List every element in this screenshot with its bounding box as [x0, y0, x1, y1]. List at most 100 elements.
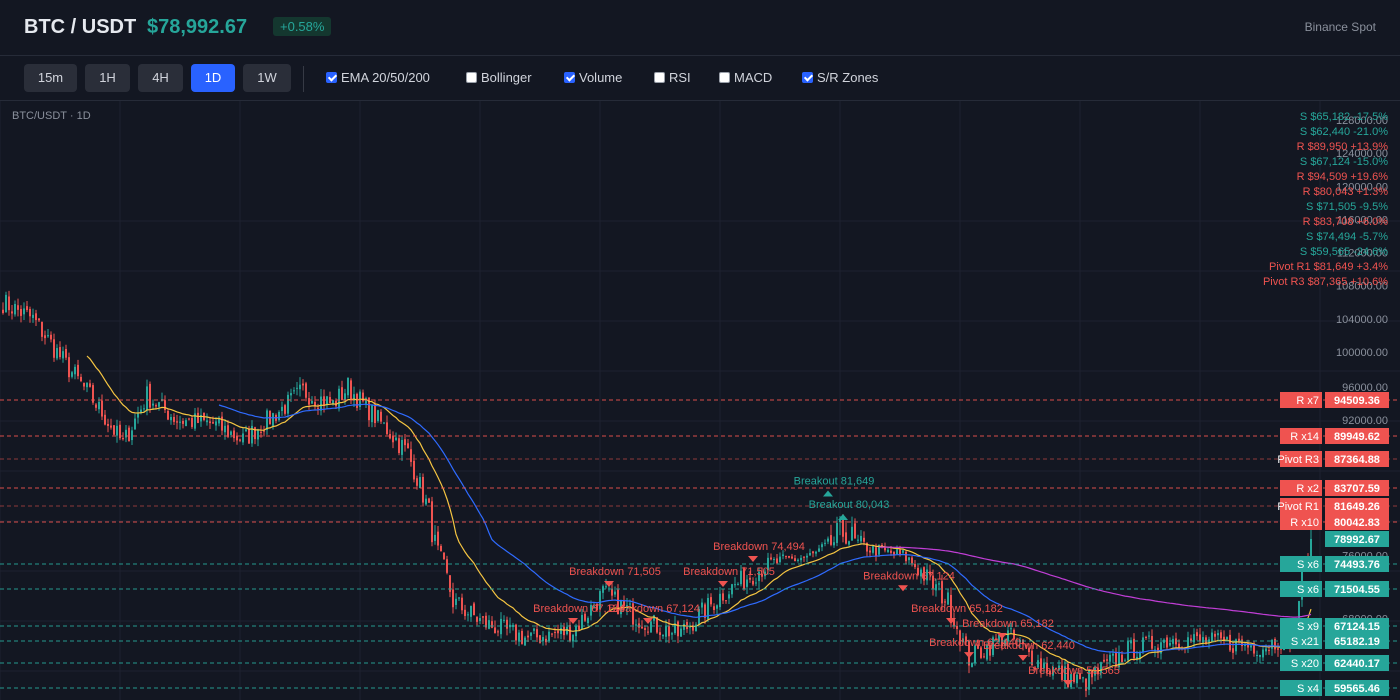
- signal-arrow-icon: [1063, 680, 1073, 687]
- candle-body: [5, 294, 7, 313]
- candle-body: [1139, 652, 1141, 659]
- sr-tag-label: S x4: [1297, 683, 1319, 695]
- candle-body: [1166, 637, 1168, 648]
- candle-body: [1073, 673, 1075, 682]
- candle-body: [35, 313, 37, 321]
- rsi-toggle[interactable]: RSI: [654, 70, 691, 86]
- candle-body: [1253, 643, 1255, 654]
- timeframe-1w-button[interactable]: 1W: [243, 64, 291, 92]
- candle-body: [905, 551, 907, 562]
- candle-body: [74, 366, 76, 375]
- candle-body: [959, 630, 961, 645]
- price-axis-tick-label: 124000.00: [1336, 148, 1388, 160]
- candle-body: [1157, 647, 1159, 653]
- checkbox-checked-icon[interactable]: [802, 72, 813, 83]
- candle-body: [734, 584, 736, 586]
- checkbox-unchecked-icon[interactable]: [719, 72, 730, 83]
- candle-body: [1310, 539, 1312, 559]
- price-label: 87364.88: [1334, 454, 1380, 466]
- candle-body: [791, 556, 793, 559]
- candle-body: [776, 558, 778, 564]
- candle-body: [368, 397, 370, 421]
- sr-legend-entry: R $80,043 +1.3%: [1303, 186, 1389, 198]
- candle-body: [1091, 670, 1093, 678]
- candle-body: [332, 400, 334, 404]
- candle-body: [452, 589, 454, 608]
- price-chart[interactable]: 96000.00 92000.00 100000.00 104000.00 108000…: [0, 101, 1400, 700]
- candle-body: [650, 621, 652, 633]
- checkbox-unchecked-icon[interactable]: [466, 72, 477, 83]
- candle-body: [854, 523, 856, 539]
- candle-body: [515, 624, 517, 641]
- checkbox-unchecked-icon[interactable]: [654, 72, 665, 83]
- signal-arrow-icon: [964, 652, 974, 659]
- candle-body: [122, 438, 124, 440]
- candle-body: [1043, 663, 1045, 669]
- timeframe-1h-button[interactable]: 1H: [85, 64, 130, 92]
- candle-body: [299, 384, 301, 390]
- candle-body: [476, 616, 478, 622]
- sr-legend-entry: Pivot R3 $87,365 +10.6%: [1263, 276, 1388, 288]
- candle-body: [92, 385, 94, 403]
- candle-body: [647, 631, 649, 633]
- candle-body: [134, 418, 136, 430]
- candle-body: [746, 579, 748, 587]
- candle-body: [1229, 634, 1231, 651]
- sr-legend-entry: R $94,509 +19.6%: [1297, 171, 1389, 183]
- breakdown-annotation: Breakdown 67,124: [533, 603, 625, 615]
- sr-legend-entry: R $89,950 +13.9%: [1297, 141, 1389, 153]
- macd-toggle[interactable]: MACD: [719, 70, 772, 86]
- candle-body: [896, 549, 898, 555]
- candle-body: [752, 580, 754, 585]
- candle-body: [95, 404, 97, 408]
- sr-tag-label: S x21: [1291, 636, 1319, 648]
- sr-tag-label: R x10: [1290, 517, 1319, 529]
- sr-tag-background: [1280, 680, 1322, 696]
- candle-body: [179, 421, 181, 423]
- volume-toggle[interactable]: Volume: [564, 70, 622, 86]
- timeframe-15m-button[interactable]: 15m: [24, 64, 77, 92]
- candle-body: [551, 633, 553, 635]
- last-price: $78,992.67: [147, 16, 248, 38]
- price-label: 67124.15: [1334, 621, 1380, 633]
- candle-body: [1079, 673, 1081, 680]
- candle-body: [317, 407, 319, 409]
- bollinger-toggle[interactable]: Bollinger: [466, 70, 532, 86]
- candle-body: [1199, 634, 1201, 641]
- candle-body: [755, 582, 757, 584]
- candle-body: [830, 535, 832, 545]
- price-axis-tick-label: 120000.00: [1336, 181, 1388, 193]
- candle-body: [749, 577, 751, 580]
- checkbox-checked-icon[interactable]: [326, 72, 337, 83]
- sr-zones-toggle[interactable]: S/R Zones: [802, 70, 878, 86]
- candle-body: [644, 628, 646, 630]
- candle-body: [914, 563, 916, 568]
- candle-body: [41, 321, 43, 337]
- candle-body: [1133, 638, 1135, 659]
- candle-body: [788, 555, 790, 558]
- bollinger-toggle-label: Bollinger: [481, 70, 532, 85]
- timeframe-4h-button[interactable]: 4H: [138, 64, 183, 92]
- sr-legend-entry: S $74,494 -5.7%: [1306, 231, 1388, 243]
- timeframe-1d-button[interactable]: 1D: [191, 64, 235, 92]
- candle-body: [800, 557, 802, 561]
- candle-body: [944, 601, 946, 603]
- candle-body: [23, 308, 25, 315]
- ema-toggle[interactable]: EMA 20/50/200: [326, 70, 430, 86]
- candle-body: [1214, 633, 1216, 637]
- checkbox-checked-icon[interactable]: [564, 72, 575, 83]
- candle-body: [653, 615, 655, 621]
- candle-body: [842, 515, 844, 537]
- breakdown-annotation: Breakout 81,649: [794, 476, 875, 488]
- candle-body: [584, 613, 586, 621]
- candle-body: [635, 624, 637, 626]
- candle-body: [962, 638, 964, 643]
- candle-body: [428, 498, 430, 503]
- candle-body: [806, 555, 808, 558]
- price-label-background: [1325, 531, 1389, 547]
- candle-body: [671, 633, 673, 635]
- candle-body: [782, 554, 784, 556]
- candle-body: [683, 623, 685, 630]
- candle-body: [1088, 670, 1090, 690]
- sr-tag-background: [1280, 655, 1322, 671]
